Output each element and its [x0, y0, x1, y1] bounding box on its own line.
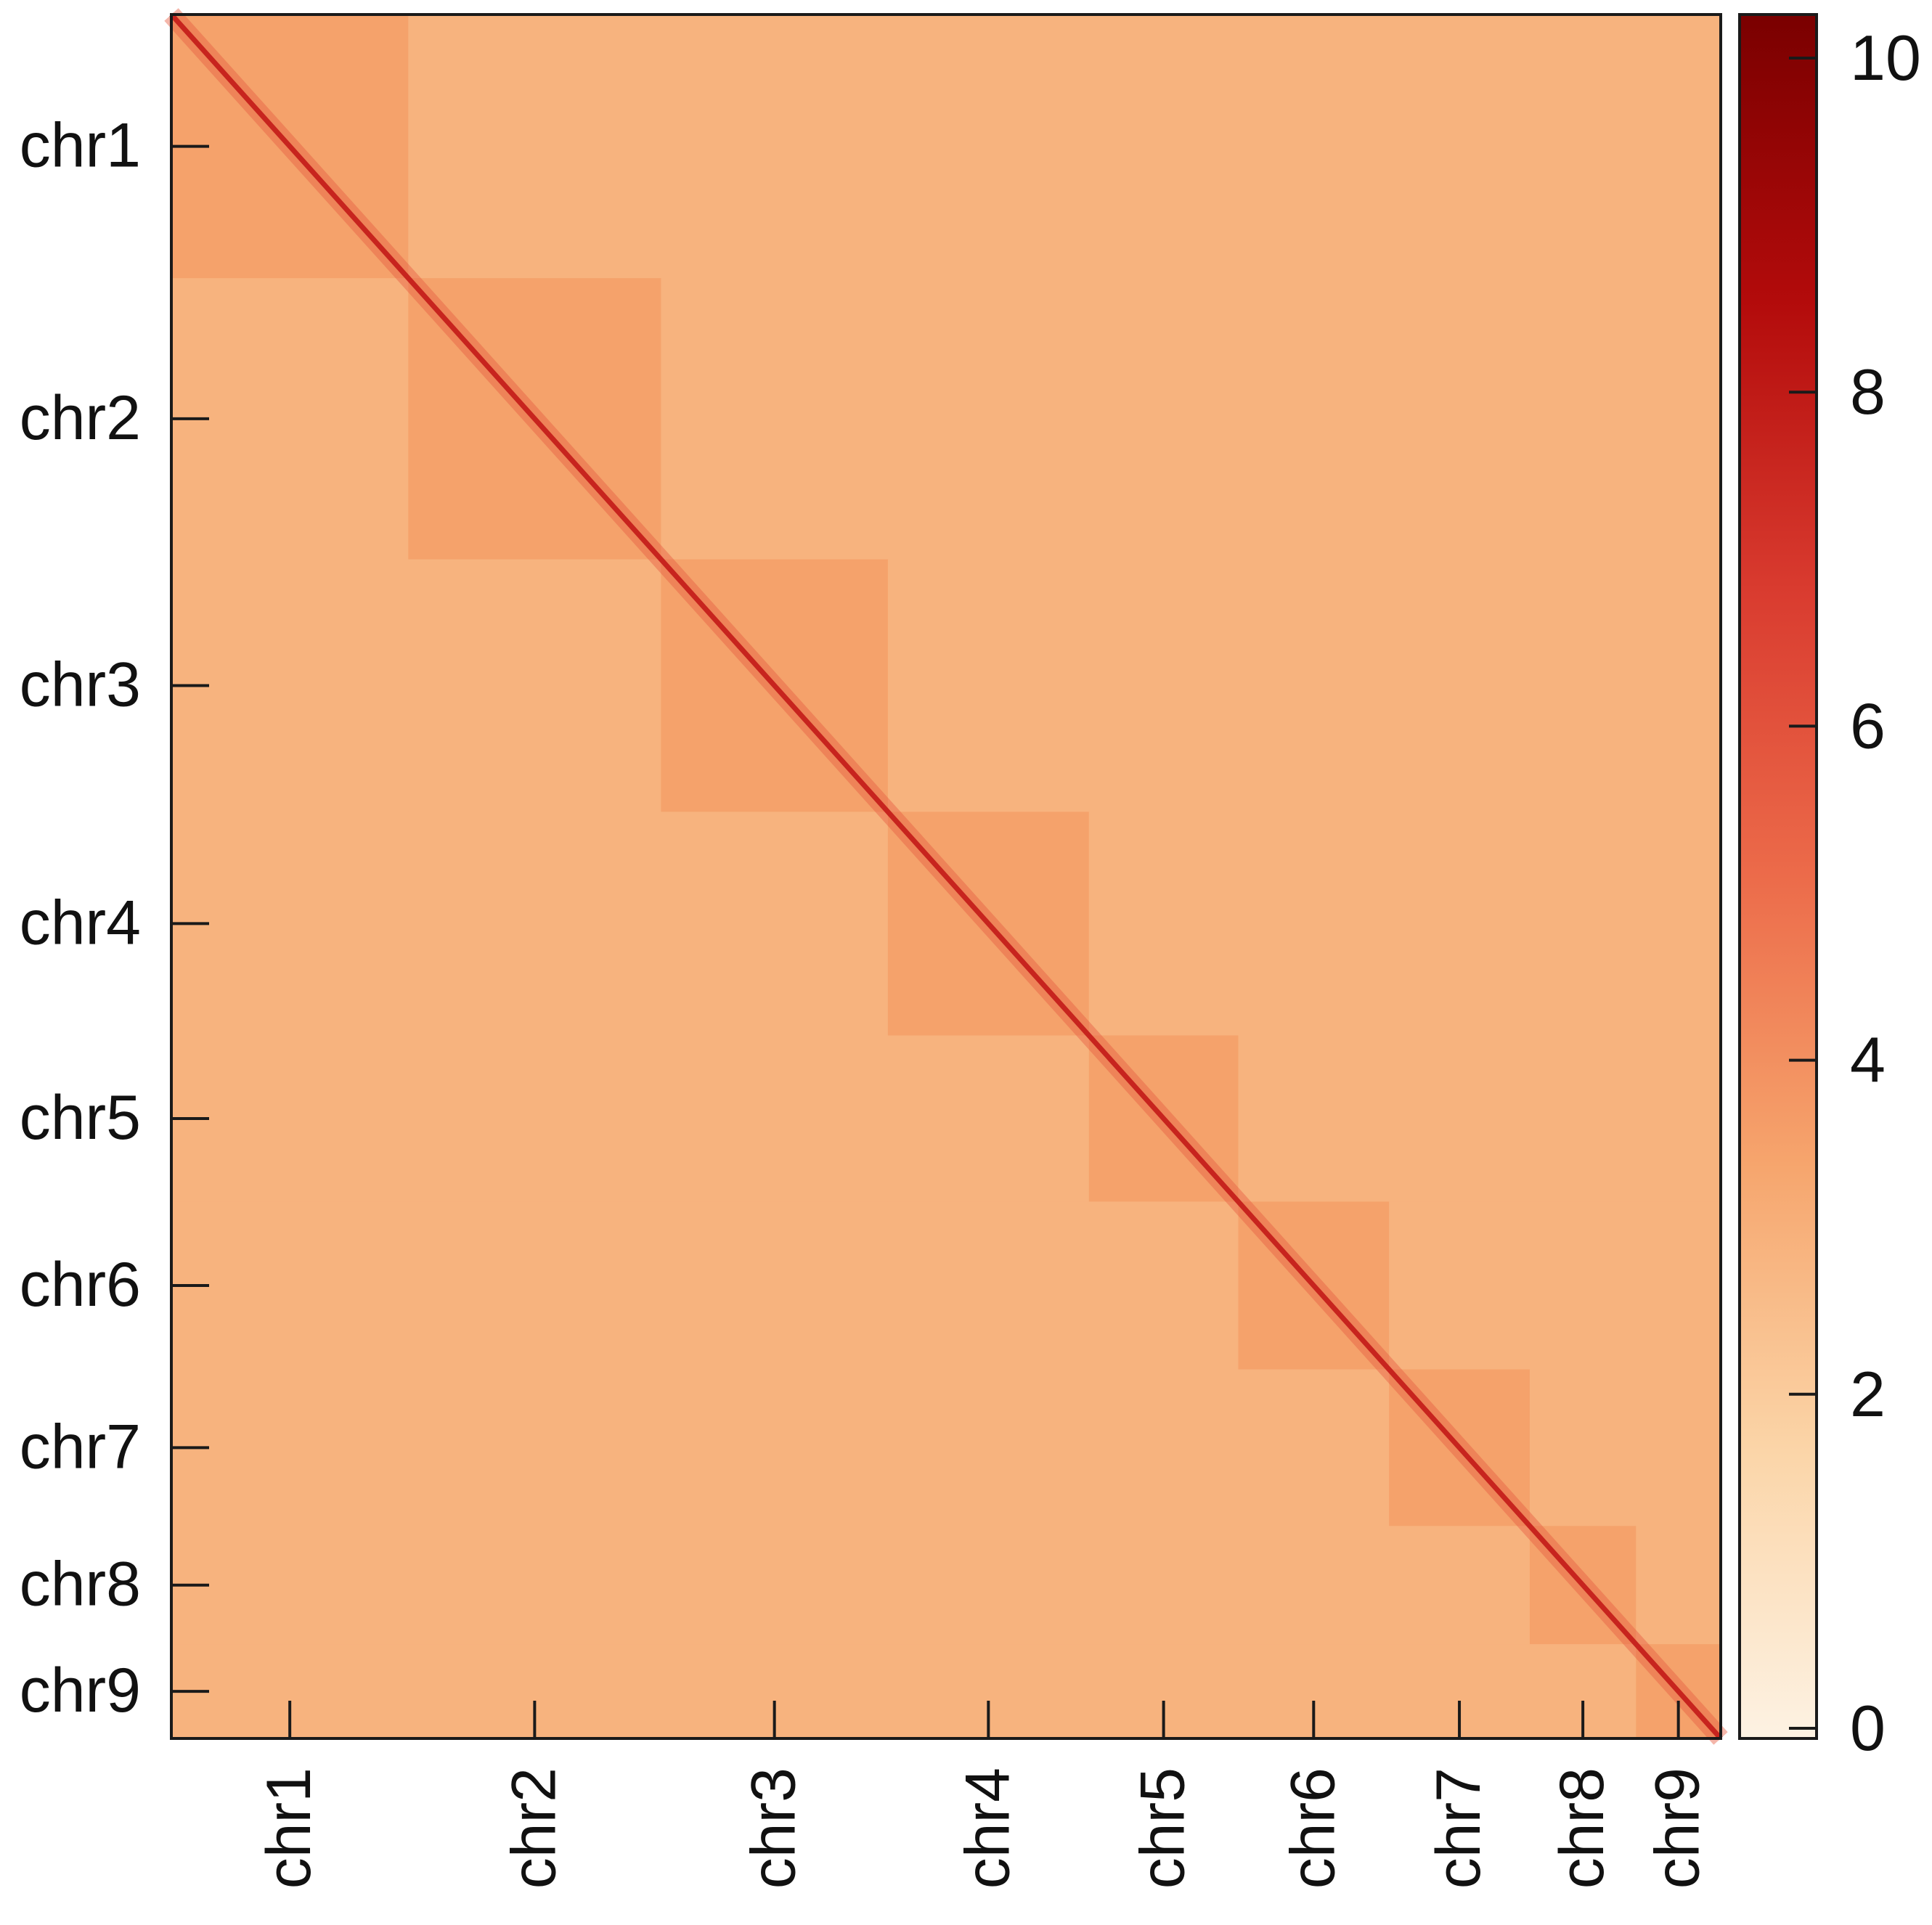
heatmap-block-chr1-chr5	[1088, 15, 1239, 279]
heatmap-block-chr6-chr5	[1088, 1201, 1239, 1370]
heatmap-block-chr6-chr8	[1529, 1201, 1637, 1370]
heatmap-block-chr3-chr5	[1088, 559, 1239, 812]
y-tick-label: chr6	[20, 1250, 141, 1320]
heatmap-diagonal	[164, 8, 1728, 1745]
y-tick-label: chr5	[20, 1083, 141, 1153]
x-tick-label: chr4	[953, 1767, 1022, 1889]
heatmap-block-chr8-chr2	[408, 1526, 662, 1645]
heatmap-block-chr3-chr2	[408, 559, 662, 812]
y-tick-label: chr9	[20, 1656, 141, 1725]
x-tick-label: chr9	[1643, 1767, 1713, 1889]
heatmap-block-chr6-chr1	[171, 1201, 409, 1370]
colorbar-tick-label: 0	[1850, 1692, 1886, 1764]
colorbar: 0 2 4 6 8 10	[1738, 13, 1921, 1764]
heatmap-block-chr6-chr3	[661, 1201, 889, 1370]
heatmap-block-chr5-chr9	[1636, 1035, 1721, 1203]
x-tick-label: chr1	[254, 1767, 324, 1889]
heatmap-block-chr2-chr1	[171, 278, 409, 560]
y-tick-label: chr4	[20, 888, 141, 957]
heatmap-block-chr1-chr9	[1636, 15, 1721, 279]
colorbar-gradient	[1738, 13, 1818, 1740]
heatmap-block-chr7-chr5	[1088, 1369, 1239, 1526]
heatmap-block-chr5-chr3	[661, 1035, 889, 1203]
heatmap-block-chr4-chr5	[1088, 812, 1239, 1037]
heatmap-block-chr5-chr8	[1529, 1035, 1637, 1203]
heatmap-block-chr5-chr7	[1389, 1035, 1530, 1203]
heatmap-block-chr1-chr4	[887, 15, 1090, 279]
heatmap-block-chr4-chr8	[1529, 812, 1637, 1037]
x-tick-label: chr5	[1128, 1767, 1198, 1889]
heatmap-block-chr2-chr3	[661, 278, 889, 560]
heatmap-block-chr7-chr1	[171, 1369, 409, 1526]
y-axis: chr1 chr2 chr3 chr4 chr5 chr6 chr7 chr8 chr9	[20, 111, 209, 1725]
heatmap-block-chr8-chr5	[1088, 1526, 1239, 1645]
heatmap-block-chr4-chr9	[1636, 812, 1721, 1037]
heatmap-block-chr5-chr4	[887, 1035, 1090, 1203]
colorbar-tick-label: 2	[1850, 1358, 1886, 1430]
heatmap-block-chr3-chr7	[1389, 559, 1530, 812]
heatmap-block-chr3-chr4	[887, 559, 1090, 812]
heatmap-block-chr3-chr1	[171, 559, 409, 812]
x-tick-label: chr8	[1547, 1767, 1617, 1889]
diagonal-line	[169, 12, 1723, 1741]
y-tick-label: chr3	[20, 650, 141, 719]
heatmap-block-chr8-chr9	[1636, 1526, 1721, 1645]
heatmap-block-chr2-chr7	[1389, 278, 1530, 560]
heatmap-block-chr2-chr6	[1238, 278, 1390, 560]
y-tick-label: chr2	[20, 383, 141, 453]
heatmap-block-chr6-chr2	[408, 1201, 662, 1370]
x-tick-label: chr2	[499, 1767, 568, 1889]
heatmap-block-chr8-chr4	[887, 1526, 1090, 1645]
heatmap-block-chr7-chr4	[887, 1369, 1090, 1526]
heatmap-block-chr7-chr8	[1529, 1369, 1637, 1526]
colorbar-tick-label: 8	[1850, 356, 1886, 428]
colorbar-tick-label: 6	[1850, 690, 1886, 761]
heatmap-block-chr5-chr1	[171, 1035, 409, 1203]
heatmap-block-chr1-chr6	[1238, 15, 1390, 279]
heatmap-block-chr8-chr3	[661, 1526, 889, 1645]
heatmap-block-chr1-chr3	[661, 15, 889, 279]
heatmap-block-chr2-chr4	[887, 278, 1090, 560]
colorbar-tick-label: 4	[1850, 1024, 1886, 1096]
x-axis: chr1 chr2 chr3 chr4 chr5 chr6 chr7 chr8 chr9	[254, 1701, 1713, 1889]
heatmap-block-chr4-chr2	[408, 812, 662, 1037]
heatmap-block-chr8-chr6	[1238, 1526, 1390, 1645]
heatmap-block-chr6-chr4	[887, 1201, 1090, 1370]
heatmap-block-chr4-chr3	[661, 812, 889, 1037]
heatmap-block-chr2-chr9	[1636, 278, 1721, 560]
heatmap-block-chr7-chr2	[408, 1369, 662, 1526]
y-tick-label: chr8	[20, 1550, 141, 1619]
heatmap-block-chr8-chr7	[1389, 1526, 1530, 1645]
heatmap-block-chr2-chr5	[1088, 278, 1239, 560]
heatmap-block-chr3-chr9	[1636, 559, 1721, 812]
heatmap-block-chr6-chr9	[1636, 1201, 1721, 1370]
heatmap-block-chr3-chr8	[1529, 559, 1637, 812]
heatmap-block-chr4-chr1	[171, 812, 409, 1037]
heatmap-block-chr4-chr6	[1238, 812, 1390, 1037]
heatmap-block-chr8-chr1	[171, 1526, 409, 1645]
y-tick-label: chr1	[20, 111, 141, 181]
heatmap-block-chr7-chr9	[1636, 1369, 1721, 1526]
x-tick-label: chr7	[1424, 1767, 1493, 1889]
heatmap-block-chr1-chr8	[1529, 15, 1637, 279]
heatmap-block-chr1-chr2	[408, 15, 662, 279]
colorbar-tick-label: 10	[1850, 22, 1921, 94]
heatmap-block-chr7-chr3	[661, 1369, 889, 1526]
heatmap-block-chr7-chr6	[1238, 1369, 1390, 1526]
heatmap-block-chr3-chr6	[1238, 559, 1390, 812]
heatmap-block-chr5-chr2	[408, 1035, 662, 1203]
x-tick-label: chr6	[1278, 1767, 1348, 1889]
heatmap-block-chr5-chr6	[1238, 1035, 1390, 1203]
heatmap-block-chr6-chr7	[1389, 1201, 1530, 1370]
heatmap-matrix	[171, 15, 1721, 1739]
heatmap-block-chr2-chr8	[1529, 278, 1637, 560]
x-tick-label: chr3	[739, 1767, 809, 1889]
heatmap-block-chr4-chr7	[1389, 812, 1530, 1037]
heatmap-block-chr1-chr7	[1389, 15, 1530, 279]
plot-frame	[170, 13, 1722, 1740]
y-tick-label: chr7	[20, 1412, 141, 1481]
